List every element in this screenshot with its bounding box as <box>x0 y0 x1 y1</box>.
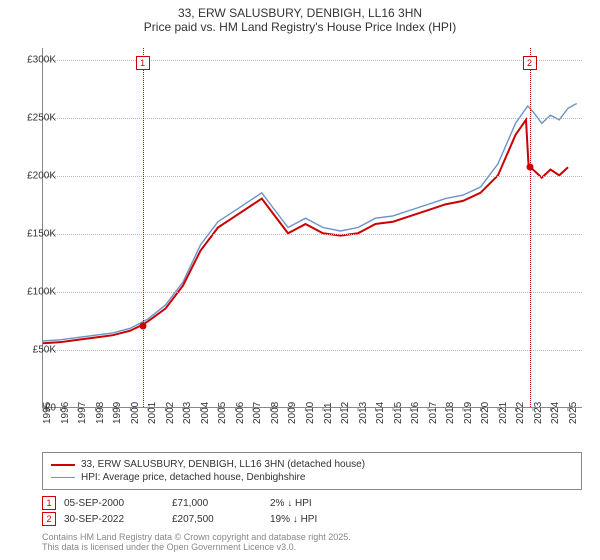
transaction-marker-2: 2 <box>42 512 56 526</box>
chart-plot-area: 12 <box>42 48 582 408</box>
x-tick-label: 2008 <box>270 394 281 424</box>
x-tick-label: 2003 <box>182 394 193 424</box>
y-tick-label: £200K <box>16 170 56 181</box>
x-tick-label: 2019 <box>463 394 474 424</box>
transaction-row: 1 05-SEP-2000 £71,000 2%HPI <box>42 496 582 510</box>
attribution-line1: Contains HM Land Registry data © Crown c… <box>42 532 582 542</box>
x-tick-label: 2000 <box>130 394 141 424</box>
x-tick-label: 2001 <box>147 394 158 424</box>
x-tick-label: 2007 <box>252 394 263 424</box>
x-tick-label: 2020 <box>480 394 491 424</box>
legend-label-hpi: HPI: Average price, detached house, Denb… <box>81 472 305 483</box>
y-tick-label: £100K <box>16 286 56 297</box>
x-tick-label: 2012 <box>340 394 351 424</box>
x-tick-label: 2025 <box>568 394 579 424</box>
x-tick-label: 2014 <box>375 394 386 424</box>
attribution: Contains HM Land Registry data © Crown c… <box>42 532 582 552</box>
x-tick-label: 2011 <box>323 394 334 424</box>
down-arrow-icon <box>290 514 301 525</box>
x-tick-label: 1998 <box>95 394 106 424</box>
x-tick-label: 1996 <box>60 394 71 424</box>
marker-box-2: 2 <box>523 56 537 70</box>
title-subtitle: Price paid vs. HM Land Registry's House … <box>10 20 590 34</box>
transaction-delta: 19%HPI <box>270 514 360 525</box>
x-tick-label: 2022 <box>515 394 526 424</box>
x-tick-label: 2024 <box>550 394 561 424</box>
legend-swatch-hpi <box>51 477 75 478</box>
x-tick-label: 2018 <box>445 394 456 424</box>
y-tick-label: £150K <box>16 228 56 239</box>
legend: 33, ERW SALUSBURY, DENBIGH, LL16 3HN (de… <box>42 452 582 490</box>
y-tick-label: £300K <box>16 54 56 65</box>
y-tick-label: £50K <box>16 344 56 355</box>
x-tick-label: 2021 <box>498 394 509 424</box>
down-arrow-icon <box>284 498 295 509</box>
x-tick-label: 2009 <box>287 394 298 424</box>
x-tick-label: 2017 <box>428 394 439 424</box>
x-tick-label: 1997 <box>77 394 88 424</box>
title-address: 33, ERW SALUSBURY, DENBIGH, LL16 3HN <box>10 6 590 20</box>
marker-vline-2 <box>530 48 531 407</box>
legend-label-property: 33, ERW SALUSBURY, DENBIGH, LL16 3HN (de… <box>81 459 365 470</box>
x-tick-label: 2004 <box>200 394 211 424</box>
legend-row: 33, ERW SALUSBURY, DENBIGH, LL16 3HN (de… <box>51 459 573 470</box>
transaction-price: £207,500 <box>172 514 262 525</box>
transaction-delta: 2%HPI <box>270 498 360 509</box>
transaction-date: 05-SEP-2000 <box>64 498 164 509</box>
chart-svg <box>43 48 582 407</box>
legend-row: HPI: Average price, detached house, Denb… <box>51 472 573 483</box>
series-line-property <box>43 120 568 343</box>
transaction-date: 30-SEP-2022 <box>64 514 164 525</box>
transaction-marker-1: 1 <box>42 496 56 510</box>
x-tick-label: 2023 <box>533 394 544 424</box>
x-tick-label: 1999 <box>112 394 123 424</box>
x-tick-label: 2013 <box>358 394 369 424</box>
x-tick-label: 2015 <box>393 394 404 424</box>
marker-vline-1 <box>143 48 144 407</box>
x-tick-label: 2006 <box>235 394 246 424</box>
marker-box-1: 1 <box>136 56 150 70</box>
transaction-table: 1 05-SEP-2000 £71,000 2%HPI 2 30-SEP-202… <box>42 494 582 528</box>
x-tick-label: 1995 <box>42 394 53 424</box>
x-tick-label: 2016 <box>410 394 421 424</box>
transaction-row: 2 30-SEP-2022 £207,500 19%HPI <box>42 512 582 526</box>
transaction-price: £71,000 <box>172 498 262 509</box>
y-tick-label: £250K <box>16 112 56 123</box>
legend-swatch-property <box>51 464 75 466</box>
x-tick-label: 2002 <box>165 394 176 424</box>
chart-container: 33, ERW SALUSBURY, DENBIGH, LL16 3HN Pri… <box>0 0 600 560</box>
attribution-line2: This data is licensed under the Open Gov… <box>42 542 582 552</box>
x-tick-label: 2010 <box>305 394 316 424</box>
series-line-hpi <box>43 104 577 341</box>
marker-dot-2 <box>526 164 533 171</box>
marker-dot-1 <box>139 322 146 329</box>
x-tick-label: 2005 <box>217 394 228 424</box>
title-block: 33, ERW SALUSBURY, DENBIGH, LL16 3HN Pri… <box>0 0 600 36</box>
